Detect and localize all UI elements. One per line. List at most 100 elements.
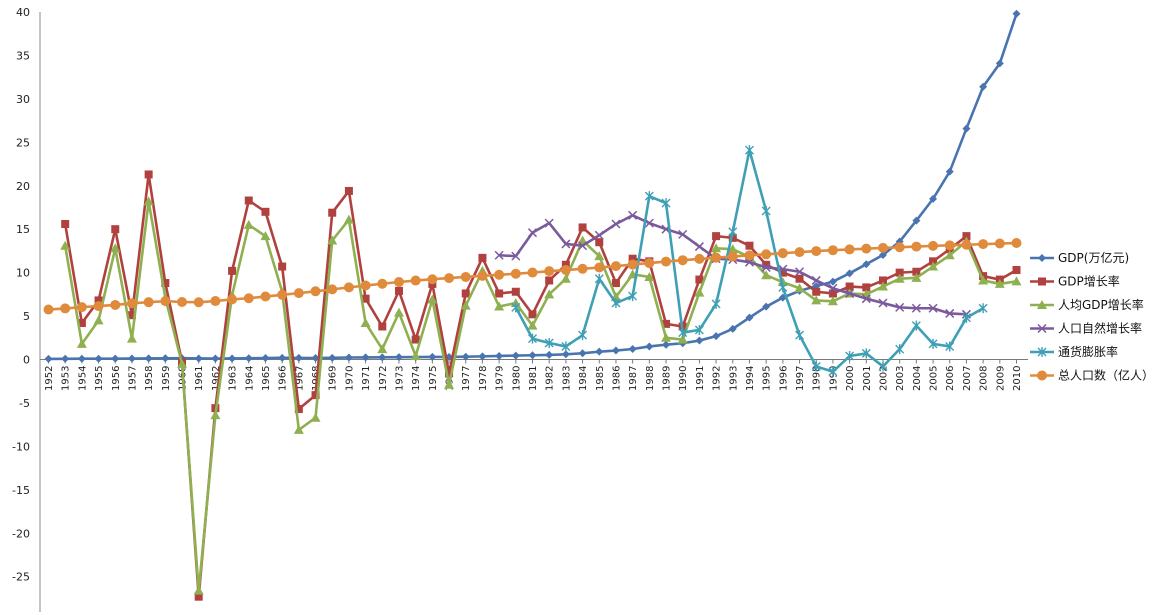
x-tick-label: 2006: [945, 366, 956, 391]
data-point: [278, 353, 287, 362]
data-point: [360, 280, 371, 291]
data-point: [461, 352, 470, 361]
data-point: [578, 349, 587, 358]
data-point: [944, 250, 955, 260]
data-point: [76, 338, 87, 348]
data-point: [994, 278, 1005, 288]
data-point: [77, 354, 86, 363]
data-point: [795, 274, 804, 283]
data-point: [928, 261, 939, 271]
y-tick-label: -5: [19, 397, 30, 410]
legend-swatch-marker: [1037, 323, 1047, 334]
data-point: [744, 145, 754, 156]
x-tick-label: 1996: [778, 366, 789, 391]
data-point: [77, 319, 86, 328]
data-point: [561, 260, 570, 269]
data-point: [911, 272, 922, 282]
data-point: [394, 286, 403, 295]
data-point: [161, 354, 170, 363]
data-point: [895, 344, 905, 355]
series-line: [48, 13, 1018, 361]
x-tick-label: 1975: [428, 366, 439, 391]
data-point: [210, 410, 221, 420]
data-point: [762, 302, 771, 311]
data-point: [460, 271, 471, 282]
data-point: [962, 124, 971, 133]
data-point: [210, 296, 221, 307]
data-point: [243, 293, 254, 304]
data-point: [894, 273, 905, 283]
legend-swatch-marker: [1038, 277, 1046, 286]
data-point: [978, 303, 988, 314]
data-point: [862, 260, 871, 269]
x-tick-label: 1963: [228, 366, 239, 391]
x-tick-label: 1973: [394, 366, 405, 391]
data-point: [594, 262, 605, 273]
data-point: [43, 304, 54, 315]
legend-item: 人均GDP增长率: [1030, 297, 1144, 312]
data-point: [243, 219, 254, 229]
x-tick-label: 1954: [77, 366, 88, 391]
data-point: [527, 320, 538, 330]
data-point: [361, 294, 370, 303]
data-point: [1011, 276, 1022, 286]
x-tick-label: 1979: [495, 366, 506, 391]
series-0: [44, 9, 1021, 363]
data-point: [377, 278, 388, 289]
data-point: [344, 186, 353, 195]
data-point: [477, 270, 488, 281]
data-point: [944, 240, 955, 251]
x-tick-label: 1970: [344, 366, 355, 391]
data-point: [961, 239, 972, 250]
x-tick-label: 1978: [478, 366, 489, 391]
data-point: [527, 267, 538, 278]
data-point: [528, 351, 537, 360]
x-tick-label: 1974: [411, 366, 422, 391]
data-point: [778, 268, 787, 277]
data-point: [93, 301, 104, 312]
x-tick-label: 1958: [144, 366, 155, 391]
x-tick-label: 1990: [678, 366, 689, 391]
data-point: [712, 232, 721, 241]
data-point: [928, 303, 938, 313]
data-point: [544, 289, 555, 299]
data-point: [494, 269, 505, 280]
data-point: [111, 354, 120, 363]
data-point: [895, 268, 904, 277]
data-point: [444, 273, 455, 284]
data-point: [428, 352, 437, 361]
data-point: [144, 170, 153, 179]
x-tick-label: 2005: [929, 366, 940, 391]
data-point: [578, 330, 588, 341]
legend-swatch-marker: [1037, 300, 1047, 309]
data-point: [745, 241, 754, 250]
data-point: [60, 240, 71, 250]
data-point: [344, 353, 353, 362]
data-point: [828, 289, 837, 298]
data-point: [644, 271, 655, 281]
x-tick-label: 1977: [461, 366, 472, 391]
data-point: [912, 216, 921, 225]
data-point: [644, 191, 654, 202]
legend-item: GDP增长率: [1030, 274, 1120, 289]
data-point: [545, 350, 554, 359]
data-point: [845, 288, 855, 299]
data-point: [761, 270, 772, 280]
data-point: [995, 59, 1004, 68]
data-point: [260, 291, 271, 302]
data-point: [495, 351, 504, 360]
data-point: [127, 354, 136, 363]
data-point: [578, 241, 588, 251]
data-point: [228, 266, 237, 275]
data-point: [862, 283, 871, 292]
data-point: [377, 344, 388, 354]
series-2: [60, 196, 1022, 595]
data-point: [227, 294, 238, 305]
legend-swatch-marker: [1037, 370, 1047, 381]
data-point: [877, 242, 888, 253]
data-point: [126, 298, 137, 309]
data-point: [994, 238, 1005, 249]
x-tick-label: 2010: [1012, 366, 1023, 391]
data-point: [627, 259, 638, 270]
data-point: [812, 287, 821, 296]
